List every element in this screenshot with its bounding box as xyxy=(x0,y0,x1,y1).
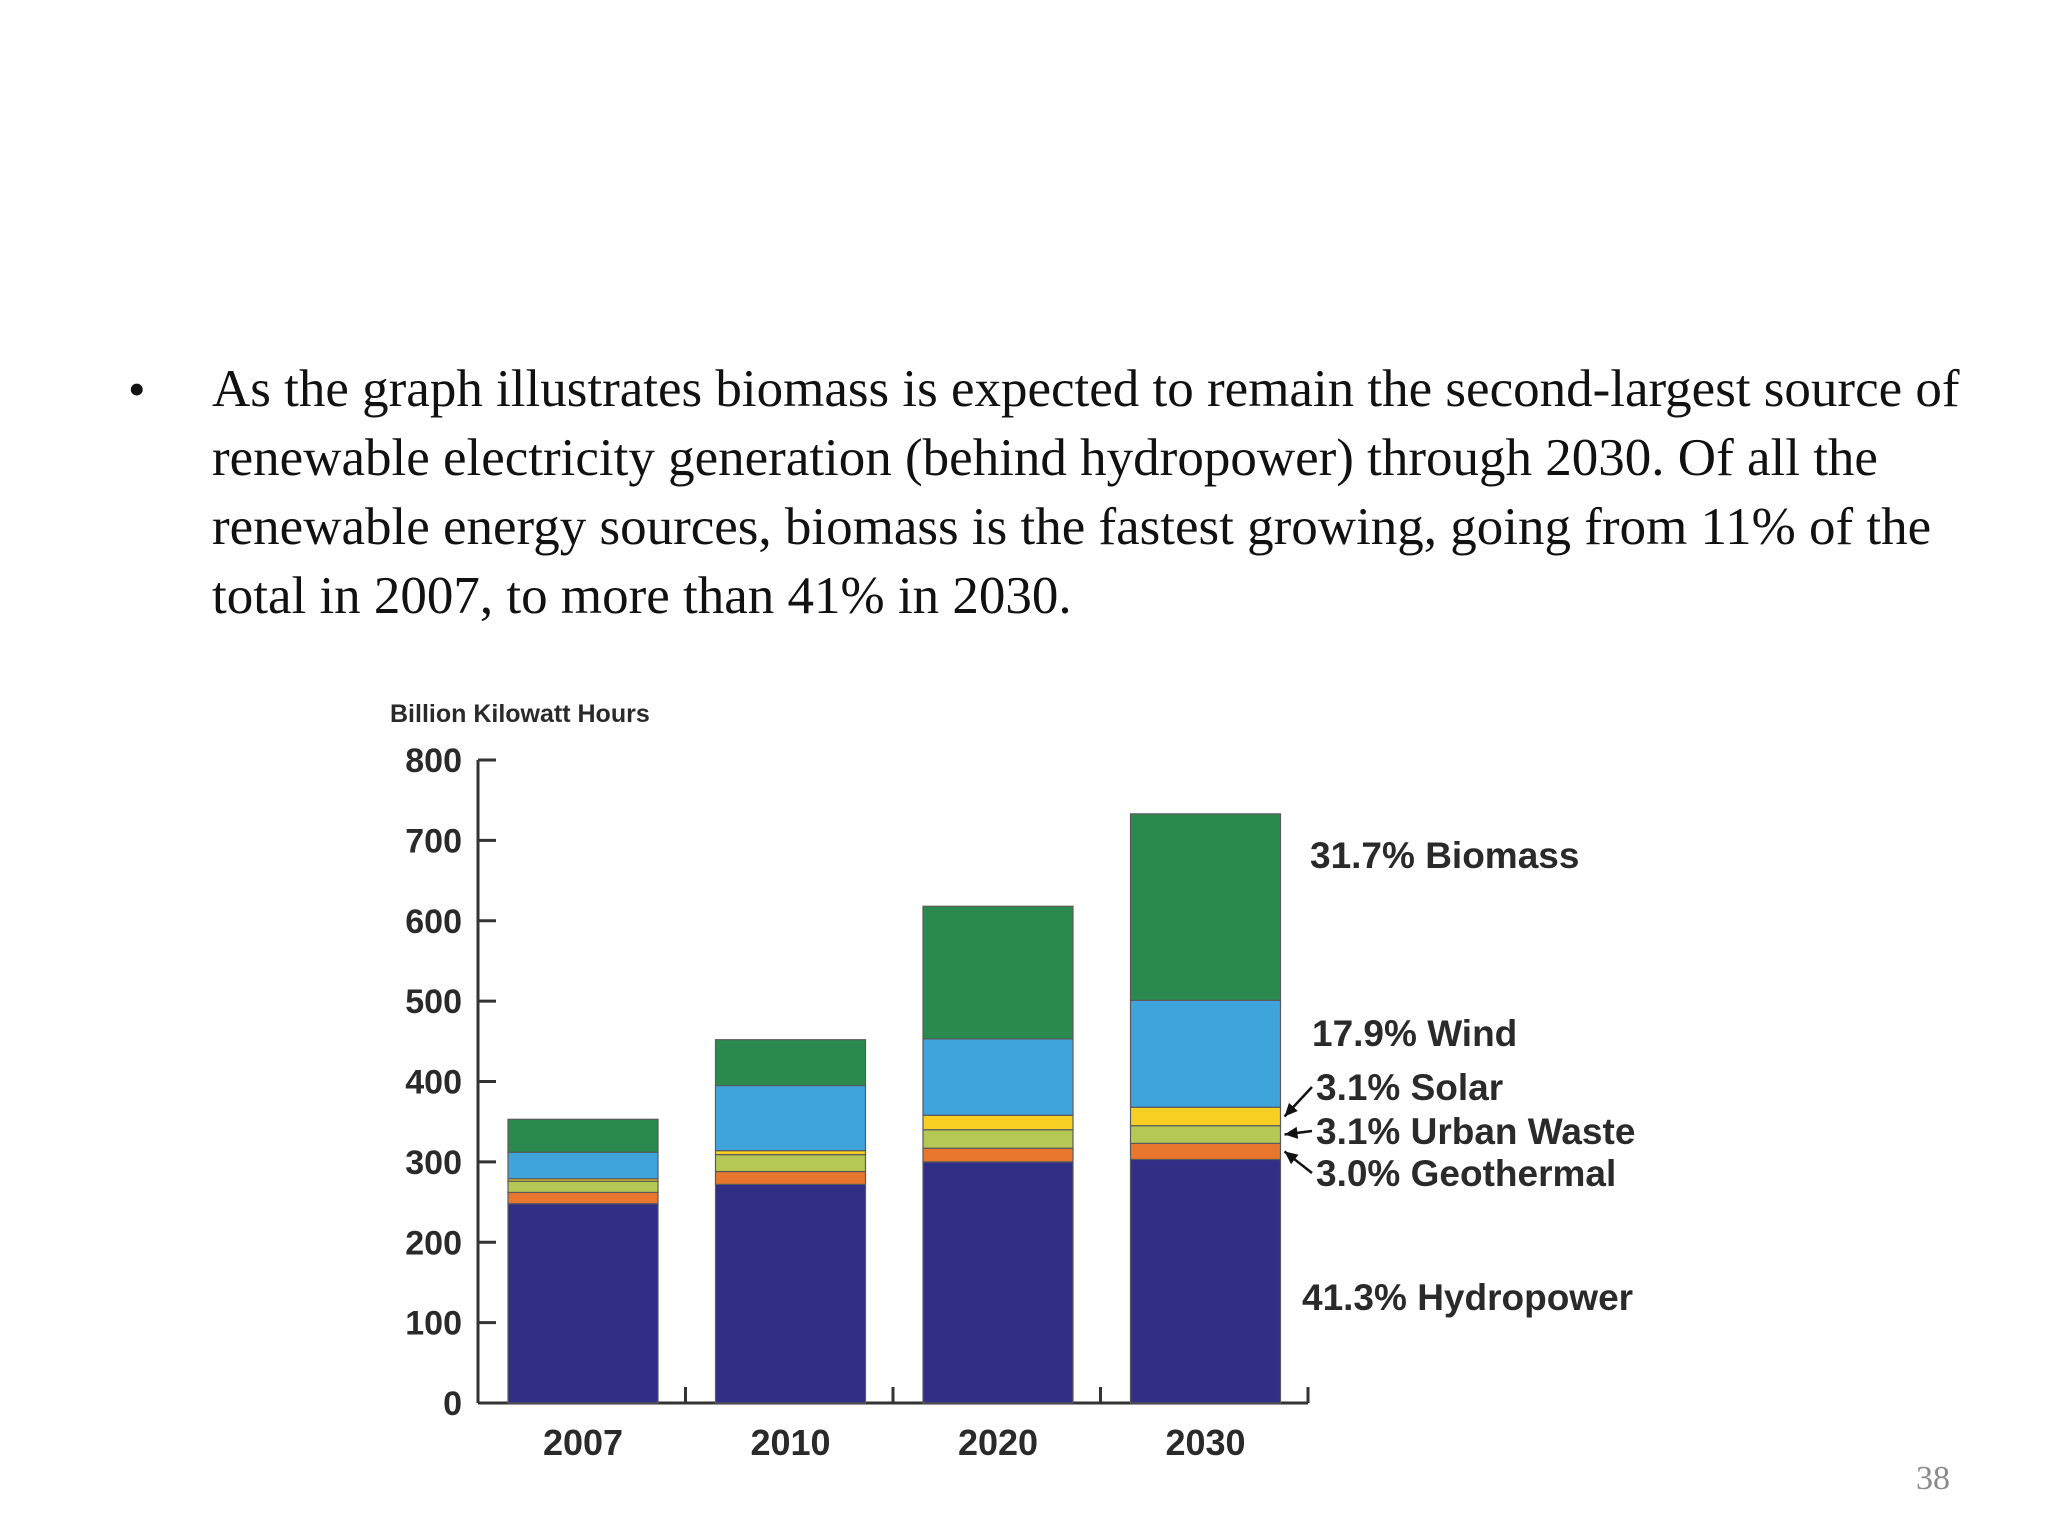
annotation-arrowhead xyxy=(1284,1151,1299,1165)
annotation-geothermal: 3.0% Geothermal xyxy=(1316,1153,1616,1194)
bar-segment-geothermal xyxy=(1129,1142,1282,1161)
bullet-symbol: • xyxy=(128,361,146,417)
bar-segment-hydropower xyxy=(922,1161,1074,1404)
bar-segment-biomass xyxy=(507,1118,659,1153)
y-axis-title: Billion Kilowatt Hours xyxy=(390,700,650,728)
annotation-hydropower: 41.3% Hydropower xyxy=(1302,1277,1633,1318)
x-tick-label: 2020 xyxy=(958,1422,1038,1463)
x-tick-label: 2007 xyxy=(543,1422,623,1463)
bar-segment-solar xyxy=(1129,1106,1282,1127)
bar-segment-solar xyxy=(922,1114,1074,1131)
y-tick-label: 700 xyxy=(405,822,462,860)
annotation-arrowhead xyxy=(1284,1102,1298,1117)
x-tick-label: 2010 xyxy=(750,1422,830,1463)
y-tick-label: 300 xyxy=(405,1144,462,1182)
y-tick-label: 0 xyxy=(443,1385,462,1423)
annotation-arrowhead xyxy=(1284,1126,1299,1139)
bar-segment-geothermal xyxy=(922,1147,1074,1163)
bar-segment-urban-waste xyxy=(1129,1125,1282,1144)
bar-segment-urban-waste xyxy=(714,1154,867,1173)
bar-segment-urban-waste xyxy=(507,1180,659,1194)
bar-segment-hydropower xyxy=(507,1203,659,1404)
bar-segment-wind xyxy=(714,1084,867,1152)
bar-segment-geothermal xyxy=(714,1170,867,1185)
annotation-wind: 17.9% Wind xyxy=(1312,1013,1517,1054)
y-tick-label: 600 xyxy=(405,903,462,941)
bar-segment-geothermal xyxy=(507,1191,659,1205)
annotation-biomass: 31.7% Biomass xyxy=(1310,835,1579,876)
bar-segment-biomass xyxy=(922,905,1074,1040)
bar-segment-biomass xyxy=(714,1039,867,1087)
bar-segment-wind xyxy=(922,1038,1074,1116)
bar-segment-wind xyxy=(507,1151,659,1180)
annotation-solar: 3.1% Solar xyxy=(1316,1067,1503,1108)
y-tick-label: 500 xyxy=(405,983,462,1021)
annotation-urban-waste: 3.1% Urban Waste xyxy=(1316,1111,1635,1152)
bar-segment-hydropower xyxy=(1129,1158,1282,1404)
bar-segment-biomass xyxy=(1129,813,1282,1001)
y-tick-label: 100 xyxy=(405,1305,462,1343)
bar-segment-hydropower xyxy=(714,1183,867,1404)
bar-segment-wind xyxy=(1129,999,1282,1108)
y-tick-label: 400 xyxy=(405,1064,462,1102)
bar-segment-urban-waste xyxy=(922,1129,1074,1149)
x-tick-label: 2030 xyxy=(1165,1422,1245,1463)
bullet-text: As the graph illustrates biomass is expe… xyxy=(212,360,1960,625)
bar-segment-solar xyxy=(714,1150,867,1156)
y-tick-label: 800 xyxy=(405,742,462,780)
y-tick-label: 200 xyxy=(405,1224,462,1262)
slide-number: 38 xyxy=(1916,1460,1950,1497)
